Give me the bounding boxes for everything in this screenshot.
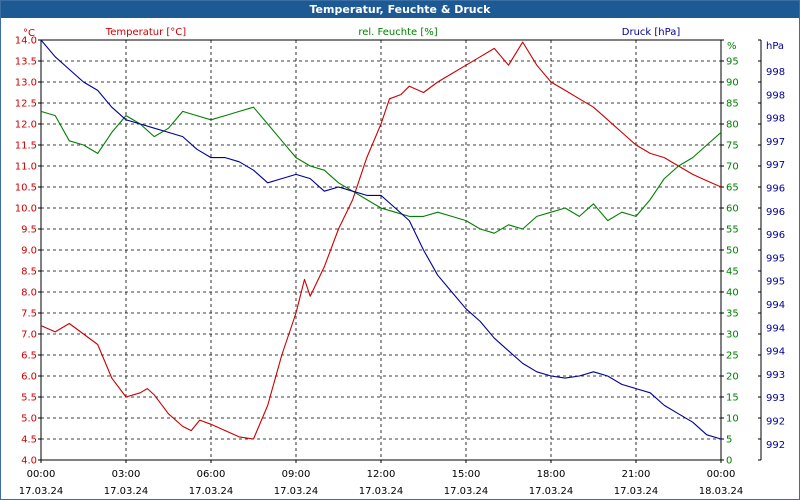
left-axis-unit: °C xyxy=(23,28,35,39)
left-tick-label: 5.5 xyxy=(21,393,37,404)
x-tick-time: 18:00 xyxy=(537,469,566,480)
humidity-tick-label: 75 xyxy=(726,141,739,152)
temperature-line xyxy=(40,41,722,440)
x-tick-date: 17.03.24 xyxy=(19,486,64,497)
pressure-tick-label: 996 xyxy=(766,207,785,218)
humidity-tick-label: 50 xyxy=(726,246,739,257)
left-tick-label: 7.0 xyxy=(21,330,37,341)
left-tick-label: 10.5 xyxy=(15,183,37,194)
humidity-tick-label: 85 xyxy=(726,99,739,110)
humidity-tick-label: 5 xyxy=(726,435,732,446)
left-tick-label: 12.5 xyxy=(15,99,37,110)
x-tick-time: 03:00 xyxy=(112,469,141,480)
left-tick-label: 10.0 xyxy=(15,204,37,215)
left-axis: °C 4.0 4.5 5.0 5.5 6.0 6.5 7.0 7.5 8.0 8.5 9.0 9.5 10… xyxy=(15,28,41,467)
pressure-tick-label: 997 xyxy=(766,137,785,148)
x-tick-date: 17.03.24 xyxy=(104,486,149,497)
left-tick-label: 13.0 xyxy=(15,78,37,89)
humidity-tick-label: 70 xyxy=(726,162,739,173)
x-tick-time: 00:00 xyxy=(27,469,56,480)
pressure-tick-label: 995 xyxy=(766,277,785,288)
pressure-tick-label: 998 xyxy=(766,90,785,101)
left-tick-label: 8.5 xyxy=(21,267,37,278)
pressure-tick-label: 996 xyxy=(766,230,785,241)
series-lines xyxy=(40,39,722,440)
humidity-tick-label: 0 xyxy=(726,456,732,467)
x-tick-date: 17.03.24 xyxy=(274,486,319,497)
x-tick-date: 17.03.24 xyxy=(189,486,234,497)
humidity-tick-label: 25 xyxy=(726,351,739,362)
left-tick-label: 9.0 xyxy=(21,246,37,257)
pressure-axis: hPa 992 992 993 993 994 994 994 995 995 996 996 996 9… xyxy=(758,39,785,461)
legend: Temperatur [°C] rel. Feuchte [%] Druck [hP… xyxy=(105,27,681,38)
left-tick-label: 11.0 xyxy=(15,162,37,173)
left-tick-label: 13.5 xyxy=(15,57,37,68)
humidity-tick-label: 95 xyxy=(726,57,739,68)
x-tick-time: 00:00 xyxy=(707,469,736,480)
pressure-tick-label: 996 xyxy=(766,183,785,194)
humidity-tick-label: 80 xyxy=(726,120,739,131)
chart-canvas: °C 4.0 4.5 5.0 5.5 6.0 6.5 7.0 7.5 8.0 8.5 9.0 9.5 10… xyxy=(15,27,785,497)
humidity-tick-label: 30 xyxy=(726,330,739,341)
pressure-line xyxy=(40,39,722,440)
pressure-tick-label: 994 xyxy=(766,300,785,311)
humidity-tick-label: 40 xyxy=(726,288,739,299)
left-tick-label: 14.0 xyxy=(15,36,37,47)
x-tick-date: 17.03.24 xyxy=(444,486,489,497)
left-tick-label: 12.0 xyxy=(15,120,37,131)
pressure-tick-label: 998 xyxy=(766,114,785,125)
humidity-tick-label: 15 xyxy=(726,393,739,404)
pressure-axis-unit: hPa xyxy=(766,41,784,52)
x-tick-time: 06:00 xyxy=(197,469,226,480)
x-tick-date: 17.03.24 xyxy=(614,486,659,497)
humidity-tick-label: 60 xyxy=(726,204,739,215)
humidity-tick-label: 65 xyxy=(726,183,739,194)
humidity-line xyxy=(40,106,722,234)
left-tick-label: 9.5 xyxy=(21,225,37,236)
x-tick-time: 12:00 xyxy=(367,469,396,480)
humidity-tick-label: 55 xyxy=(726,225,739,236)
humidity-tick-label: 90 xyxy=(726,78,739,89)
pressure-tick-label: 992 xyxy=(766,416,785,427)
humidity-tick-label: 10 xyxy=(726,414,739,425)
x-tick-time: 21:00 xyxy=(622,469,651,480)
left-tick-label: 5.0 xyxy=(21,414,37,425)
humidity-tick-label: 35 xyxy=(726,309,739,320)
humidity-axis: % 0 5 10 15 20 25 30 35 40 45 50 55 60 65 70 75 80 85 90 95 xyxy=(721,39,739,467)
x-tick-time: 09:00 xyxy=(282,469,311,480)
legend-humidity: rel. Feuchte [%] xyxy=(358,27,437,38)
legend-pressure: Druck [hPa] xyxy=(622,27,681,38)
grid-lines xyxy=(40,39,722,461)
left-tick-label: 4.5 xyxy=(21,435,37,446)
left-tick-label: 6.0 xyxy=(21,372,37,383)
left-tick-label: 11.5 xyxy=(15,141,37,152)
pressure-tick-label: 994 xyxy=(766,347,785,358)
humidity-tick-label: 20 xyxy=(726,372,739,383)
humidity-tick-label: 45 xyxy=(726,267,739,278)
legend-temperature: Temperatur [°C] xyxy=(105,27,186,38)
x-tick-date: 18.03.24 xyxy=(699,486,744,497)
pressure-tick-label: 993 xyxy=(766,393,785,404)
x-axis: 00:00 17.03.24 03:00 17.03.24 06:00 17.03.24 0… xyxy=(19,460,744,497)
left-tick-label: 4.0 xyxy=(21,456,37,467)
x-tick-date: 17.03.24 xyxy=(529,486,574,497)
window-title: Temperatur, Feuchte & Druck xyxy=(1,1,799,18)
left-tick-label: 8.0 xyxy=(21,288,37,299)
pressure-tick-label: 995 xyxy=(766,253,785,264)
pressure-tick-label: 994 xyxy=(766,323,785,334)
x-tick-time: 15:00 xyxy=(452,469,481,480)
pressure-tick-label: 992 xyxy=(766,440,785,451)
pressure-tick-label: 997 xyxy=(766,160,785,171)
pressure-tick-label: 998 xyxy=(766,67,785,78)
x-tick-date: 17.03.24 xyxy=(359,486,404,497)
pressure-tick-label: 993 xyxy=(766,370,785,381)
left-tick-label: 7.5 xyxy=(21,309,37,320)
left-tick-label: 6.5 xyxy=(21,351,37,362)
humidity-axis-unit: % xyxy=(727,41,737,52)
